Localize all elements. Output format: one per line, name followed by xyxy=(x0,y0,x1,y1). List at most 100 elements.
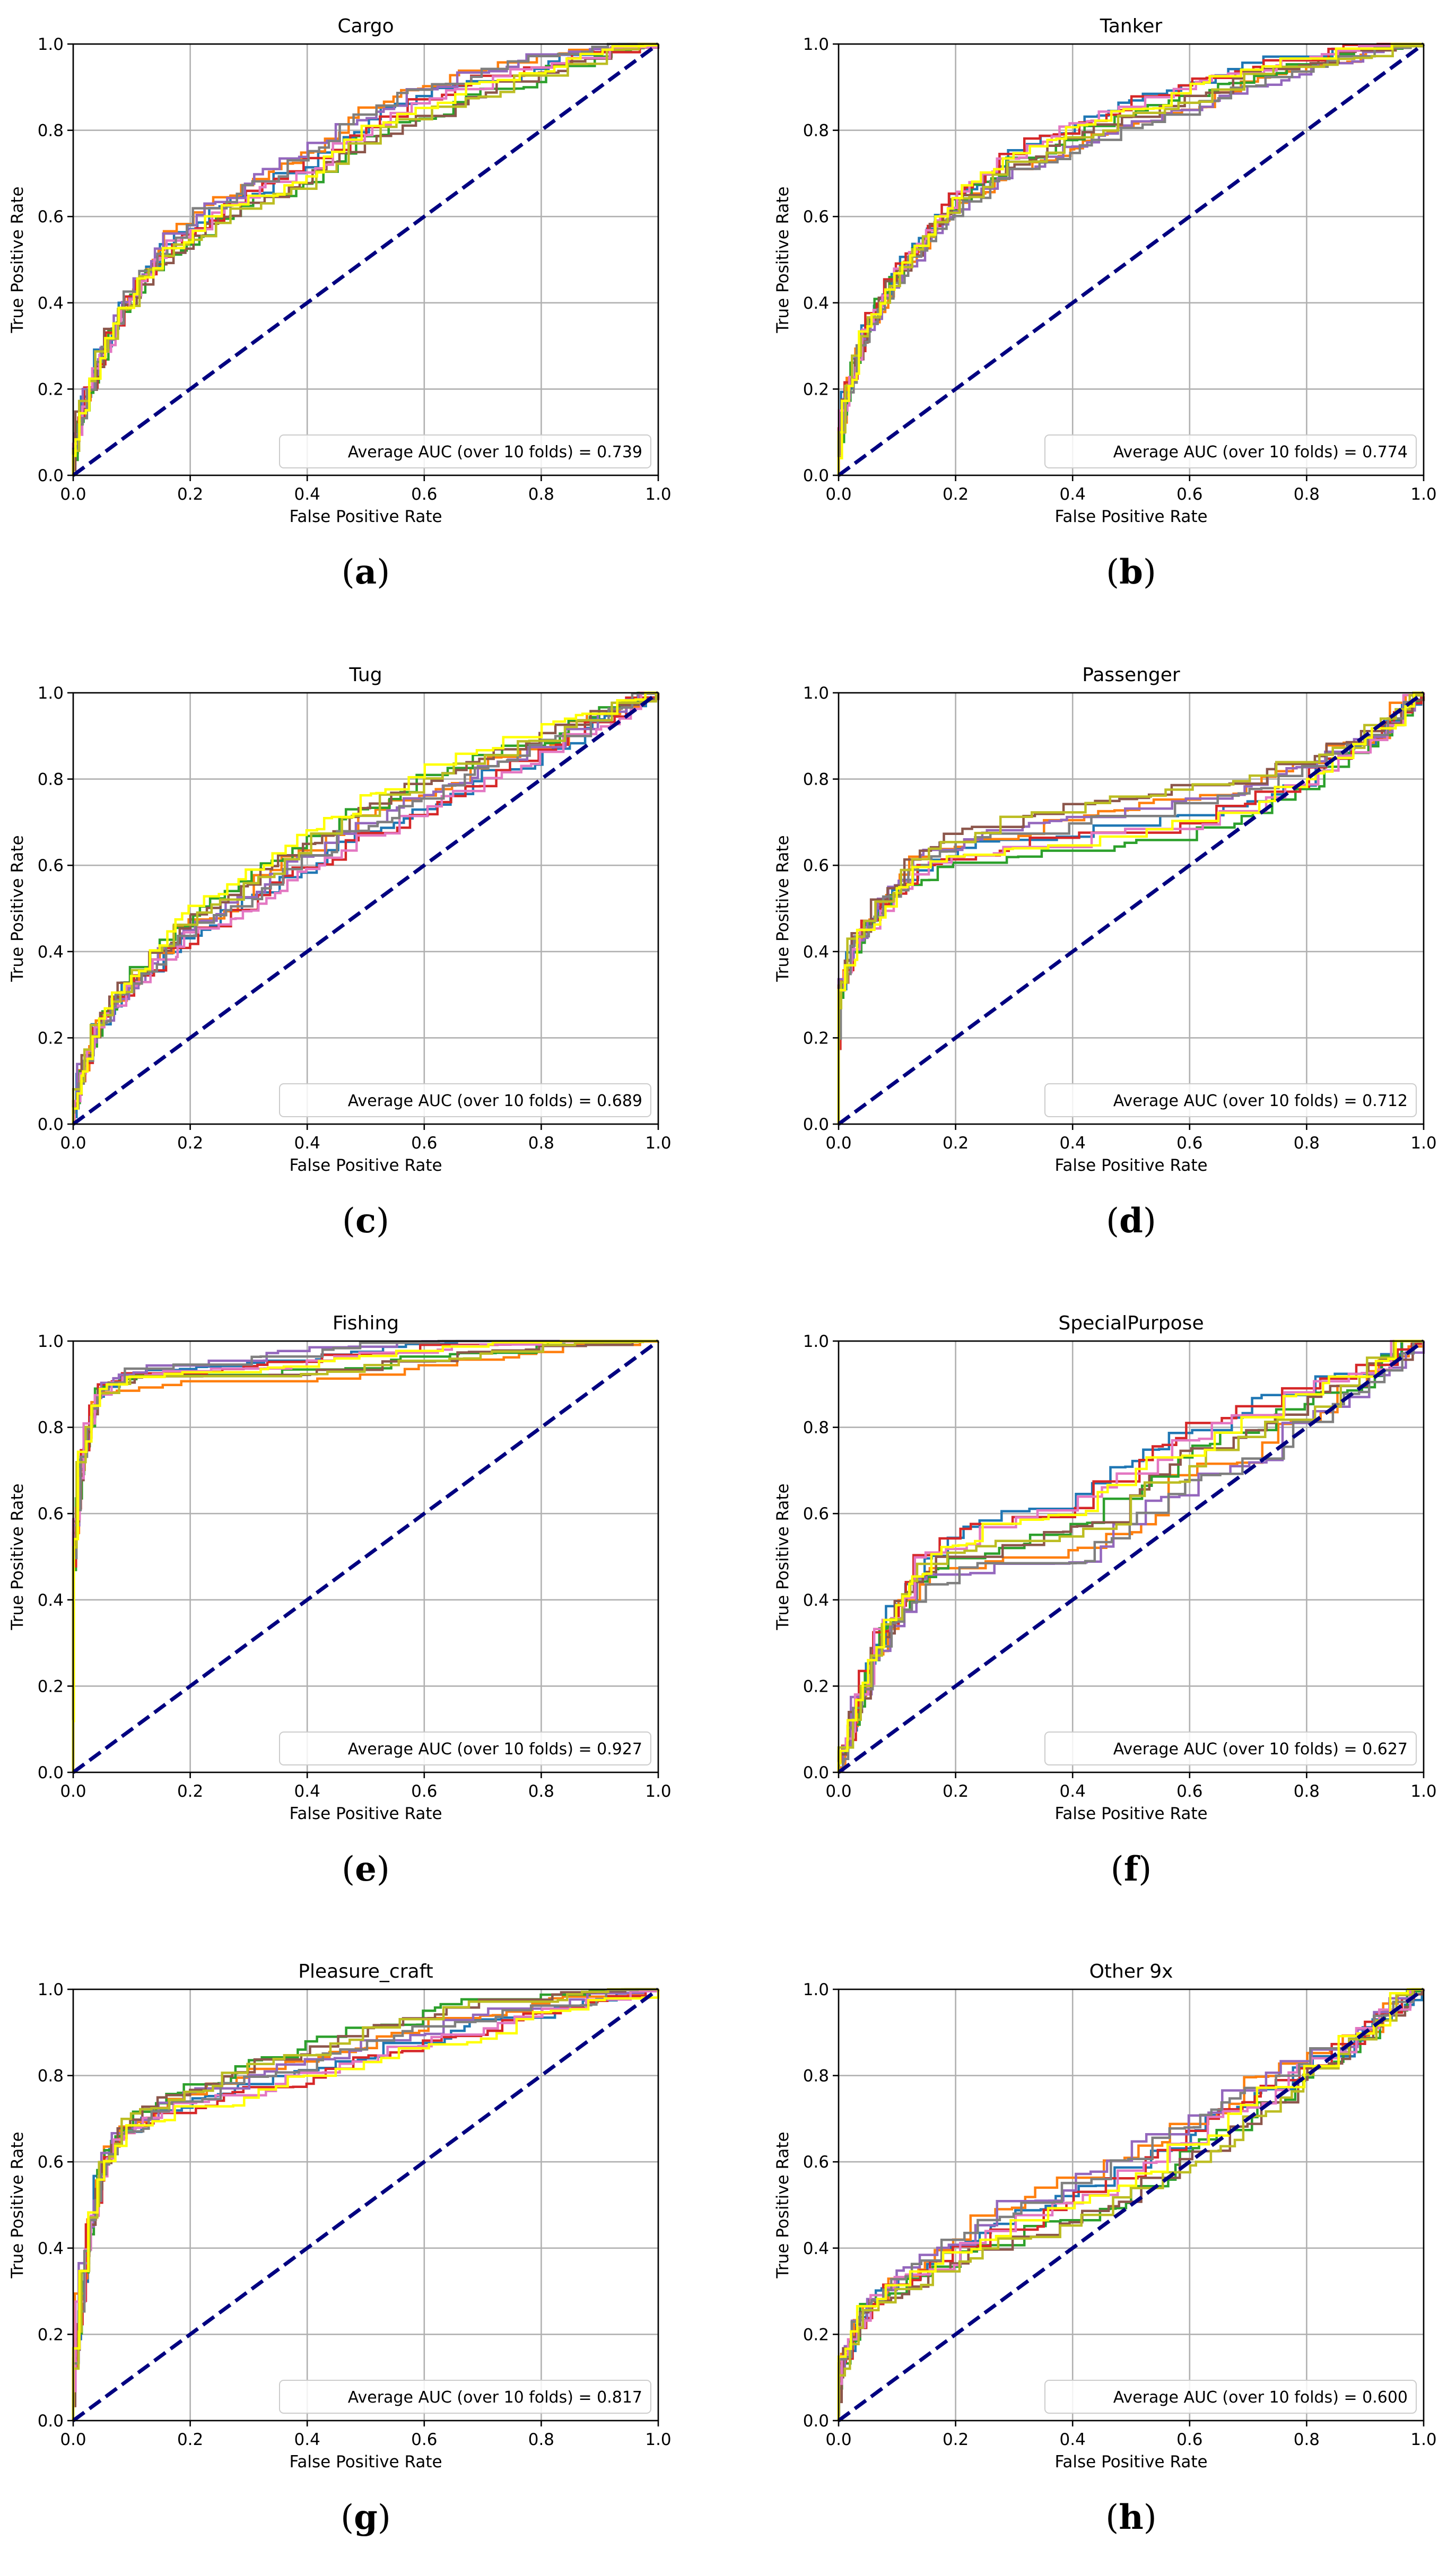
x-tick-label: 0.6 xyxy=(411,1134,437,1153)
legend-box xyxy=(1044,1732,1417,1765)
legend-box xyxy=(279,2380,651,2414)
panel-caption: (g) xyxy=(341,2498,391,2537)
y-tick-label: 0.0 xyxy=(803,1763,829,1782)
y-tick-label: 0.6 xyxy=(803,2153,829,2172)
y-tick-label: 0.8 xyxy=(803,770,829,789)
y-tick-label: 0.4 xyxy=(38,2239,64,2258)
x-tick-label: 0.0 xyxy=(60,2430,86,2449)
chart-title: Cargo xyxy=(337,15,394,37)
x-axis-label: False Positive Rate xyxy=(289,507,442,526)
y-tick-label: 0.2 xyxy=(803,1029,829,1048)
y-tick-label: 0.0 xyxy=(38,1115,64,1134)
x-tick-label: 1.0 xyxy=(1410,1134,1436,1153)
roc-curve-fold-3 xyxy=(837,691,1424,1124)
chance-line xyxy=(72,1988,660,2422)
y-axis-label: True Positive Rate xyxy=(8,186,27,333)
roc-curve-fold-2 xyxy=(837,1988,1424,2421)
roc-curve-fold-8 xyxy=(837,691,1424,1124)
panel-caption: (d) xyxy=(1106,1201,1156,1241)
fold-curves xyxy=(837,691,1425,1124)
x-tick-label: 0.6 xyxy=(1176,485,1202,504)
x-tick-label: 1.0 xyxy=(1410,1782,1436,1801)
roc-curve-fold-10 xyxy=(72,1989,660,2421)
y-tick-label: 0.4 xyxy=(38,294,64,313)
x-tick-label: 1.0 xyxy=(645,485,671,504)
y-axis-label: True Positive Rate xyxy=(773,835,792,982)
x-tick-label: 0.4 xyxy=(1060,2430,1086,2449)
roc-curve-fold-6 xyxy=(837,693,1425,1124)
y-tick-label: 0.8 xyxy=(38,1419,64,1438)
legend-text: Average AUC (over 10 folds) = 0.689 xyxy=(348,1092,642,1110)
axes-frame xyxy=(72,1340,659,1773)
fold-curves xyxy=(837,1988,1425,2422)
fold-curves xyxy=(837,42,1424,477)
y-tick-label: 0.4 xyxy=(803,943,829,962)
x-tick-label: 0.8 xyxy=(1294,485,1320,504)
x-tick-label: 0.4 xyxy=(294,2430,320,2449)
chart-panel-c: 0.0 0.2 0.4 0.6 0.8 1.0 0.0 0.2 0.4 0.6 0.8 1.0 Tug F… xyxy=(8,664,672,1241)
y-tick-label: 1.0 xyxy=(38,1980,64,1999)
y-tick-label: 0.0 xyxy=(803,1115,829,1134)
y-tick-label: 0.0 xyxy=(38,466,64,485)
x-tick-label: 0.2 xyxy=(177,2430,203,2449)
chance-line xyxy=(72,1339,660,1774)
y-tick-label: 1.0 xyxy=(38,684,64,703)
x-tick-label: 0.2 xyxy=(943,2430,969,2449)
roc-curve-fold-8 xyxy=(72,42,658,475)
x-axis-label: False Positive Rate xyxy=(1054,2452,1207,2472)
axes-frame xyxy=(838,692,1425,1125)
y-axis-label: True Positive Rate xyxy=(8,2131,27,2278)
chart-panel-f: 0.0 0.2 0.4 0.6 0.8 1.0 0.0 0.2 0.4 0.6 0.8 1.0 Spec… xyxy=(773,1312,1437,1889)
y-tick-label: 0.0 xyxy=(803,466,829,485)
chance-line xyxy=(837,1988,1425,2422)
roc-curve-fold-10 xyxy=(837,42,1424,475)
x-tick-label: 0.8 xyxy=(528,2430,554,2449)
x-axis-label: False Positive Rate xyxy=(1054,507,1207,526)
x-tick-label: 0.8 xyxy=(1294,2430,1320,2449)
y-tick-label: 0.8 xyxy=(38,770,64,789)
fold-curves xyxy=(837,1339,1425,1774)
x-tick-label: 0.0 xyxy=(60,1782,86,1801)
x-tick-label: 0.0 xyxy=(60,485,86,504)
chart-panel-h: 0.0 0.2 0.4 0.6 0.8 1.0 0.0 0.2 0.4 0.6 0.8 1.0 Othe… xyxy=(773,1961,1437,2537)
y-tick-label: 0.8 xyxy=(38,121,64,141)
x-tick-label: 0.8 xyxy=(528,1782,554,1801)
chart-panel-e: 0.0 0.2 0.4 0.6 0.8 1.0 0.0 0.2 0.4 0.6 0.8 1.0 Fish… xyxy=(8,1312,672,1889)
legend-text: Average AUC (over 10 folds) = 0.739 xyxy=(348,443,642,462)
chance-line xyxy=(72,42,660,477)
x-tick-label: 0.4 xyxy=(294,1134,320,1153)
chart-title: Other 9x xyxy=(1089,1961,1173,1982)
legend: Average AUC (over 10 folds) = 0.600 xyxy=(1044,2380,1417,2414)
y-tick-label: 0.4 xyxy=(38,1591,64,1610)
y-tick-label: 0.2 xyxy=(38,1677,64,1696)
roc-curve-fold-6 xyxy=(837,42,1424,475)
y-tick-label: 0.6 xyxy=(38,207,64,227)
x-tick-label: 0.0 xyxy=(825,485,851,504)
legend: Average AUC (over 10 folds) = 0.712 xyxy=(1044,1083,1417,1117)
y-tick-label: 1.0 xyxy=(38,1332,64,1351)
y-tick-label: 0.2 xyxy=(38,2325,64,2344)
x-tick-label: 0.0 xyxy=(825,1134,851,1153)
x-axis-label: False Positive Rate xyxy=(289,1804,442,1823)
x-tick-label: 0.2 xyxy=(177,1782,203,1801)
x-tick-label: 0.6 xyxy=(411,2430,437,2449)
x-tick-label: 1.0 xyxy=(645,2430,671,2449)
axes-frame xyxy=(838,1340,1425,1773)
axes-frame xyxy=(72,692,659,1125)
x-tick-label: 0.8 xyxy=(1294,1134,1320,1153)
roc-curve-fold-10 xyxy=(837,1988,1424,2421)
y-tick-label: 0.4 xyxy=(803,2239,829,2258)
y-tick-label: 0.2 xyxy=(803,380,829,399)
chart-panel-a: 0.0 0.2 0.4 0.6 0.8 1.0 0.0 0.2 0.4 0.6 0.8 1.0 Carg… xyxy=(8,15,672,592)
y-tick-label: 0.6 xyxy=(803,856,829,875)
legend: Average AUC (over 10 folds) = 0.689 xyxy=(279,1083,651,1117)
x-tick-label: 0.0 xyxy=(825,2430,851,2449)
chart-panel-g: 0.0 0.2 0.4 0.6 0.8 1.0 0.0 0.2 0.4 0.6 0.8 1.0 Plea… xyxy=(8,1961,672,2537)
y-tick-label: 0.0 xyxy=(803,2412,829,2431)
legend: Average AUC (over 10 folds) = 0.927 xyxy=(279,1732,651,1765)
x-tick-label: 0.2 xyxy=(177,1134,203,1153)
fold-curves xyxy=(72,691,660,1125)
panel-caption: (c) xyxy=(342,1201,389,1241)
y-tick-label: 1.0 xyxy=(803,35,829,54)
